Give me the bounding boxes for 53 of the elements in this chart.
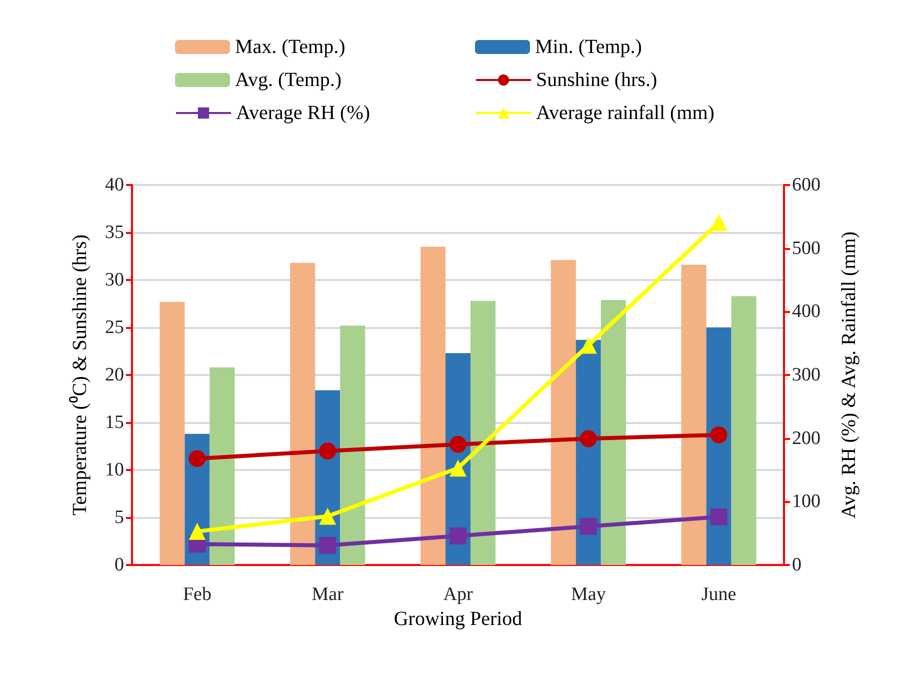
bar	[290, 262, 316, 565]
legend-label: Sunshine (hrs.)	[536, 69, 658, 91]
y-tick-label: 40	[105, 174, 124, 196]
bar	[681, 264, 706, 565]
bar	[600, 300, 626, 565]
y2-tick-label: 600	[792, 174, 820, 196]
y2-tick-label: 300	[792, 364, 820, 386]
y-tick-label: 5	[114, 507, 124, 528]
y-tick-label: 35	[105, 222, 124, 243]
y2-tick-label: 100	[792, 491, 820, 512]
bar	[420, 246, 446, 565]
bar	[340, 326, 366, 565]
bar	[470, 300, 496, 565]
legend-label: Avg. (Temp.)	[235, 69, 342, 91]
y2-tick-label: 500	[792, 238, 820, 259]
point	[580, 518, 597, 535]
point	[188, 522, 206, 540]
y2-tick-label: 200	[792, 428, 820, 449]
x-axis-title: Growing Period	[394, 608, 522, 630]
point	[580, 430, 597, 448]
bar	[550, 260, 576, 565]
y-tick-label: 0	[114, 554, 124, 576]
x-tick-label: Apr	[443, 584, 474, 605]
point	[319, 536, 336, 554]
point	[450, 527, 466, 544]
point	[710, 426, 728, 444]
bar	[731, 296, 756, 565]
bar	[706, 328, 732, 565]
point	[319, 508, 336, 525]
y-axis-title: Temperature (⁰C) & Sunshine (hrs)	[68, 234, 91, 516]
x-tick-label: Feb	[182, 584, 212, 605]
bar	[160, 302, 185, 565]
point	[188, 450, 206, 468]
y-tick-label: 10	[105, 460, 124, 480]
point	[710, 508, 728, 526]
x-tick-label: June	[701, 584, 736, 605]
bar	[210, 367, 235, 565]
point	[450, 436, 466, 453]
y2-tick-label: 0	[792, 554, 802, 576]
y2-axis-title: Avg. RH (%) & Avg. Rainfall (mm)	[838, 232, 860, 518]
legend-label: Average rainfall (mm)	[536, 102, 714, 124]
y-tick-label: 25	[105, 317, 124, 338]
y-tick-label: 30	[105, 270, 124, 290]
y-tick-label: 20	[105, 364, 124, 386]
y-tick-label: 15	[105, 412, 124, 433]
legend-label: Min. (Temp.)	[535, 36, 642, 58]
x-tick-label: Mar	[312, 584, 344, 605]
y2-tick-label: 400	[792, 301, 820, 322]
point	[319, 442, 336, 460]
point	[450, 460, 466, 477]
legend-label: Max. (Temp.)	[235, 36, 346, 58]
x-tick-label: May	[570, 584, 606, 605]
legend-label: Average RH (%)	[236, 102, 370, 124]
